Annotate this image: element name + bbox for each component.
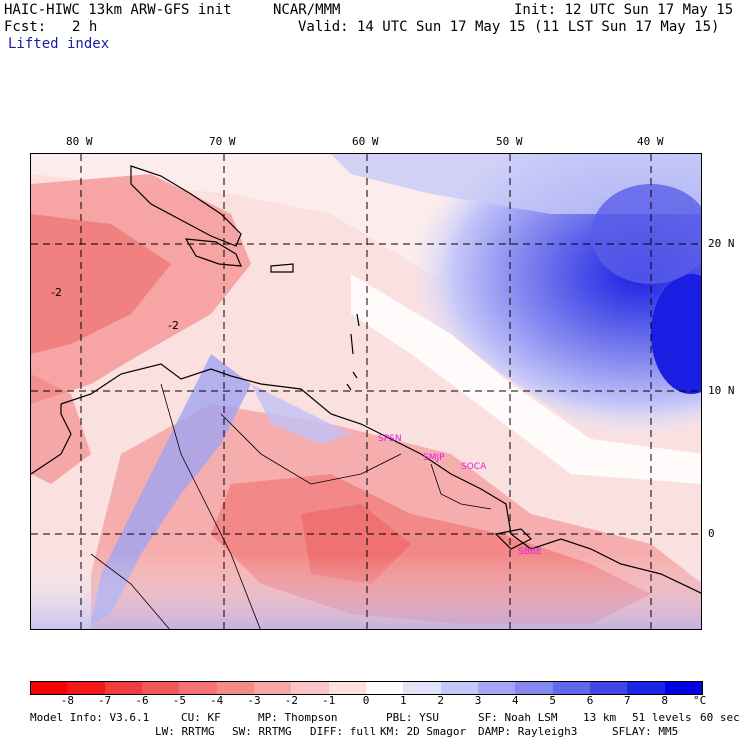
footer-sf: SF: Noah LSM — [478, 711, 558, 724]
field-unstable-pacific — [31, 374, 91, 484]
colorbar-label: 1 — [400, 694, 407, 707]
colorbar-label: -5 — [172, 694, 186, 707]
colorbar-cell — [216, 681, 255, 695]
footer-mp: MP: Thompson — [258, 711, 338, 724]
init-time: Init: 12 UTC Sun 17 May 15 — [514, 2, 734, 18]
colorbar-cell — [179, 681, 218, 695]
lon-label-60w: 60 W — [352, 135, 379, 148]
lat-label-10n: 10 N — [708, 384, 735, 397]
coastlines — [31, 165, 701, 594]
borders — [90, 383, 492, 629]
footer-damp: DAMP: Rayleigh3 — [478, 725, 578, 738]
colorbar-label: -7 — [98, 694, 112, 707]
colorbar-cell — [30, 681, 69, 695]
border-colombia — [160, 383, 261, 629]
field-stable-core-2 — [591, 184, 701, 284]
lifted-index-field: -2 -2 SPSN SMJP SOCA SBBE — [31, 154, 701, 629]
model-title: HAIC-HIWC 13km ARW-GFS init — [4, 2, 232, 18]
colorbar-cell — [590, 681, 628, 695]
field-stable-core — [651, 274, 701, 394]
border-guianas — [430, 463, 492, 510]
colorbar-label: 3 — [474, 694, 482, 707]
coast-panama — [31, 404, 72, 475]
colorbar-label: 4 — [512, 694, 519, 707]
map-panel[interactable]: -2 -2 SPSN SMJP SOCA SBBE — [30, 153, 702, 630]
footer-lw: LW: RRTMG — [155, 725, 215, 738]
fcst-label: Fcst: — [4, 19, 47, 35]
field-unstable-caribbean-core — [31, 214, 171, 354]
coast-cuba — [130, 165, 242, 247]
colorbar-label: 2 — [437, 694, 444, 707]
colorbar-label: -4 — [210, 694, 224, 707]
colorbar-cell — [291, 681, 330, 695]
border-ecuador-peru — [90, 553, 170, 629]
site-label-sbbe: SBBE — [518, 547, 542, 557]
colorbar-label: 7 — [624, 694, 631, 707]
site-label-soca: SOCA — [461, 462, 487, 472]
coast-lesser-antilles — [346, 313, 360, 391]
colorbar-cell — [328, 681, 367, 695]
footer-pbl: PBL: YSU — [386, 711, 439, 724]
fcst-hours: 2 h — [72, 19, 98, 35]
colorbar-cell — [478, 681, 516, 695]
colorbar-label: -8 — [60, 694, 74, 707]
footer-dt: 60 sec — [700, 711, 740, 724]
site-label-smjp: SMJP — [423, 453, 445, 463]
lon-label-40w: 40 W — [637, 135, 664, 148]
colorbar-cell — [142, 681, 180, 695]
lon-label-70w: 70 W — [209, 135, 236, 148]
footer-cu: CU: KF — [181, 711, 221, 724]
footer-levels: 51 levels — [632, 711, 692, 724]
lon-label-80w: 80 W — [66, 135, 93, 148]
lat-label-20n: 20 N — [708, 237, 735, 250]
coast-hispaniola — [184, 238, 242, 267]
contour-label-2: -2 — [51, 286, 62, 299]
colorbar-cell — [104, 681, 143, 695]
field-name: Lifted index — [8, 36, 110, 52]
colorbar-label: -2 — [284, 694, 298, 707]
colorbar-label: -1 — [322, 694, 336, 707]
colorbar-cell — [440, 681, 479, 695]
coast-puerto-rico — [270, 263, 294, 273]
site-label-spsn: SPSN — [378, 434, 402, 444]
footer-res: 13 km — [583, 711, 617, 724]
lon-label-50w: 50 W — [496, 135, 523, 148]
colorbar-unit: °C — [693, 694, 707, 707]
footer-sflay: SFLAY: MM5 — [612, 725, 679, 738]
colorbar-label: -3 — [247, 694, 261, 707]
colorbar-label: 8 — [661, 694, 668, 707]
colorbar-label: -6 — [135, 694, 149, 707]
footer-km: KM: 2D Smagor — [380, 725, 467, 738]
border-venezuela — [220, 413, 402, 485]
colorbar-cell — [552, 681, 591, 695]
colorbar-label: 5 — [549, 694, 556, 707]
field-stable-north-sa — [251, 384, 351, 444]
colorbar-cell — [254, 681, 292, 695]
colorbar-cell — [664, 681, 704, 695]
contour-label-1: -2 — [168, 319, 179, 332]
field-stable-south — [31, 554, 701, 629]
colorbar-cell — [366, 681, 404, 695]
field-neutral-band — [351, 274, 701, 484]
lat-label-0: 0 — [708, 527, 715, 540]
coast-south-america-north — [60, 363, 701, 594]
valid-time: Valid: 14 UTC Sun 17 May 15 (11 LST Sun … — [298, 19, 720, 35]
colorbar-label: 6 — [586, 694, 594, 707]
footer-diff: DIFF: full — [310, 725, 377, 738]
org-label: NCAR/MMM — [273, 2, 341, 18]
footer-sw: SW: RRTMG — [232, 725, 292, 738]
coast-marajo — [494, 528, 533, 550]
colorbar-cell — [403, 681, 442, 695]
footer-model-info: Model Info: V3.6.1 — [30, 711, 150, 724]
colorbar-label: 0 — [362, 694, 370, 707]
graticule — [31, 154, 701, 629]
colorbar-cell — [515, 681, 554, 695]
colorbar-cell — [67, 681, 106, 695]
colorbar-cell — [627, 681, 666, 695]
